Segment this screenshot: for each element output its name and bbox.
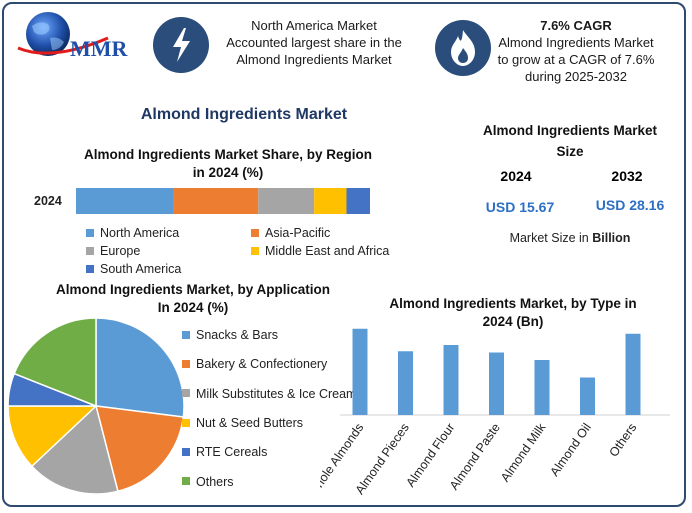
region-legend-item-north-america: North America xyxy=(86,226,179,241)
region-legend-item-south-america: South America xyxy=(86,262,181,277)
legend-swatch xyxy=(86,264,94,273)
legend-swatch xyxy=(182,447,190,456)
fact2-text: 7.6% CAGR Almond Ingredients Market to g… xyxy=(490,17,662,85)
globe-icon xyxy=(17,12,109,56)
type-bar-almond-pieces xyxy=(398,351,413,415)
pie-slice-snacks-and-bars xyxy=(95,317,185,418)
legend-label: Others xyxy=(196,474,234,489)
flame-icon xyxy=(451,30,475,66)
region-segment-north-america xyxy=(76,188,174,214)
application-legend-item-snacks-and-bars: Snacks & Bars xyxy=(182,328,278,343)
legend-label: Europe xyxy=(100,244,141,258)
pie-slice-nut-and-seed-butters xyxy=(7,405,98,468)
size-value-2032: USD 28.16 xyxy=(595,197,665,213)
region-legend-item-middle-east-and-africa: Middle East and Africa xyxy=(251,244,389,259)
legend-label: Bakery & Confectionery xyxy=(196,357,328,372)
type-bar-whole-almonds xyxy=(352,328,368,415)
size-value-2024: USD 15.67 xyxy=(485,199,555,215)
type-tick-label-almond-oil: Almond Oil xyxy=(547,421,594,479)
region-segment-europe xyxy=(258,188,315,214)
size-year-2032: 2032 xyxy=(611,168,643,184)
application-legend-item-others: Others xyxy=(182,475,234,490)
fact1-line2: Accounted largest share in the xyxy=(226,35,402,50)
legend-label: Nut & Seed Butters xyxy=(196,415,304,430)
region-legend-item-asia-pacific: Asia-Pacific xyxy=(251,226,330,241)
lightning-icon xyxy=(173,28,190,62)
region-segment-asia-pacific xyxy=(173,188,259,214)
region-chart-title: Almond Ingredients Market Share, by Regi… xyxy=(60,146,396,182)
legend-label: Snacks & Bars xyxy=(196,328,278,342)
legend-swatch xyxy=(182,418,190,427)
legend-swatch xyxy=(182,389,190,398)
application-legend-item-nut-and-seed-butters: Nut & Seed Butters xyxy=(182,416,303,431)
fact1-text: North America Market Accounted largest s… xyxy=(214,17,414,68)
legend-label: RTE Cereals xyxy=(196,445,268,460)
application-legend-item-rte-cereals: RTE Cereals xyxy=(182,445,267,460)
type-bar-almond-paste xyxy=(489,352,504,415)
region-title-line2: in 2024 (%) xyxy=(192,165,264,180)
fact2-line3: during 2025-2032 xyxy=(525,69,627,84)
legend-label: North America xyxy=(100,226,180,240)
size-note-unit: Billion xyxy=(592,231,631,245)
size-title-line1: Almond Ingredients Market xyxy=(482,123,658,138)
type-bar-almond-flour xyxy=(443,345,459,415)
size-year-2024: 2024 xyxy=(500,168,532,184)
legend-swatch xyxy=(251,246,259,255)
logo-text: MMR xyxy=(70,36,128,61)
main-title: Almond Ingredients Market xyxy=(140,106,348,123)
fact2-badge xyxy=(435,20,491,76)
legend-swatch xyxy=(182,477,190,486)
legend-swatch xyxy=(86,246,94,255)
fact2-headline: 7.6% CAGR xyxy=(540,18,612,33)
size-note-prefix: Market Size in xyxy=(509,231,593,245)
type-title-line1: Almond Ingredients Market, by Type in xyxy=(389,296,637,311)
legend-swatch xyxy=(182,360,190,368)
pie-slice-others xyxy=(13,317,97,408)
application-pie-chart xyxy=(7,317,185,495)
region-segment-middle-east-and-africa xyxy=(314,188,347,214)
region-segment-south-america xyxy=(346,188,370,214)
legend-label: South America xyxy=(100,262,182,276)
size-title-line2: Size xyxy=(556,144,584,159)
type-chart-title: Almond Ingredients Market, by Type in 20… xyxy=(370,295,656,331)
legend-swatch xyxy=(86,228,94,237)
size-note: Market Size in Billion xyxy=(480,231,660,245)
legend-swatch xyxy=(251,228,259,237)
legend-swatch xyxy=(182,330,190,339)
type-bar-others xyxy=(625,333,641,415)
fact1-line1: North America Market xyxy=(251,18,377,33)
legend-label: Middle East and Africa xyxy=(265,244,390,258)
region-category-label: 2024 xyxy=(34,194,62,208)
pie-slice-milk-substitutes-and-ice-creams xyxy=(30,404,119,495)
fact2-line1: Almond Ingredients Market xyxy=(498,35,654,50)
fact1-badge xyxy=(153,17,209,73)
type-bar-almond-oil xyxy=(580,377,595,415)
fact1-line3: Almond Ingredients Market xyxy=(236,52,392,67)
legend-label: Milk Substitutes & Ice Creams xyxy=(196,386,363,401)
region-title-line1: Almond Ingredients Market Share, by Regi… xyxy=(83,147,373,162)
application-legend-item-bakery-and-confectionery: Bakery & Confectionery xyxy=(182,357,327,372)
application-chart-title: Almond Ingredients Market, by Applicatio… xyxy=(30,281,356,317)
fact2-line2: to grow at a CAGR of 7.6% xyxy=(497,52,655,67)
region-legend-item-europe: Europe xyxy=(86,244,140,259)
legend-label: Asia-Pacific xyxy=(265,226,331,240)
type-title-line2: 2024 (Bn) xyxy=(482,314,544,329)
type-tick-label-almond-milk: Almond Milk xyxy=(498,420,549,484)
application-title-line1: Almond Ingredients Market, by Applicatio… xyxy=(55,282,331,297)
application-title-line2: In 2024 (%) xyxy=(157,300,229,315)
type-bar-almond-milk xyxy=(534,360,550,415)
size-panel-title: Almond Ingredients Market Size xyxy=(458,122,682,161)
logo: MMR xyxy=(12,10,142,61)
application-legend-item-milk-substitutes-and-ice-creams: Milk Substitutes & Ice Creams xyxy=(182,387,363,402)
type-tick-label-others: Others xyxy=(606,421,639,460)
region-stacked-bar xyxy=(76,188,370,214)
